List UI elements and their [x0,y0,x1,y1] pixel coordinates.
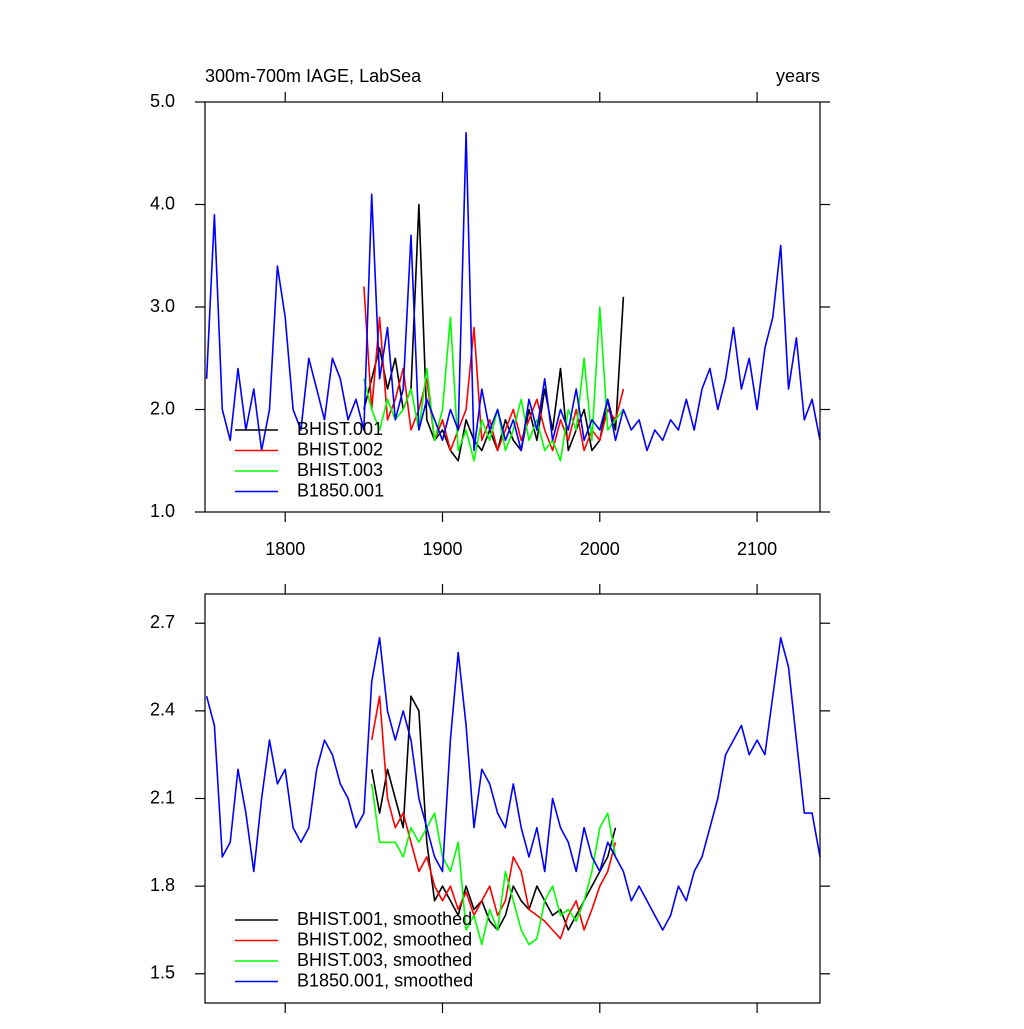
legend-label: BHIST.002, smoothed [297,929,472,949]
y-tick-label: 4.0 [150,193,175,213]
x-tick-label: 2000 [580,539,620,559]
legend-label: BHIST.002 [297,439,383,459]
y-tick-label: 1.5 [150,963,175,983]
data-line [205,637,821,931]
x-tick-label: 1900 [422,539,462,559]
units-label: years [776,66,820,86]
legend-label: BHIST.001, smoothed [297,909,472,929]
legend-label: BHIST.001 [297,419,383,439]
chart-title: 300m-700m IAGE, LabSea [205,66,422,86]
y-tick-label: 1.0 [150,501,175,521]
legend-label: B1850.001 [297,480,384,500]
x-tick-label: 2100 [737,539,777,559]
data-line [205,132,821,452]
y-tick-label: 5.0 [150,91,175,111]
y-tick-label: 2.4 [150,700,175,720]
legend-label: B1850.001, smoothed [297,970,473,990]
data-line [370,783,617,946]
x-tick-label: 1800 [265,539,305,559]
data-line [363,306,625,462]
y-tick-label: 3.0 [150,296,175,316]
y-tick-label: 1.8 [150,875,175,895]
y-tick-label: 2.1 [150,787,175,807]
legend-label: BHIST.003, smoothed [297,950,472,970]
y-tick-label: 2.0 [150,398,175,418]
y-tick-label: 2.7 [150,612,175,632]
legend-label: BHIST.003 [297,460,383,480]
data-line [370,695,617,940]
